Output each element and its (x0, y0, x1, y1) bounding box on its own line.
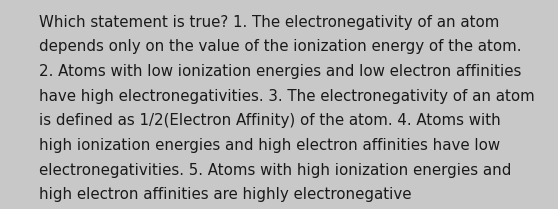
Text: is defined as 1/2(Electron Affinity) of the atom. 4. Atoms with: is defined as 1/2(Electron Affinity) of … (39, 113, 501, 128)
Text: electronegativities. 5. Atoms with high ionization energies and: electronegativities. 5. Atoms with high … (39, 163, 512, 178)
Text: have high electronegativities. 3. The electronegativity of an atom: have high electronegativities. 3. The el… (39, 89, 535, 104)
Text: depends only on the value of the ionization energy of the atom.: depends only on the value of the ionizat… (39, 39, 522, 54)
Text: Which statement is true? 1. The electronegativity of an atom: Which statement is true? 1. The electron… (39, 15, 499, 30)
Text: high electron affinities are highly electronegative: high electron affinities are highly elec… (39, 187, 412, 202)
Text: 2. Atoms with low ionization energies and low electron affinities: 2. Atoms with low ionization energies an… (39, 64, 521, 79)
Text: high ionization energies and high electron affinities have low: high ionization energies and high electr… (39, 138, 500, 153)
